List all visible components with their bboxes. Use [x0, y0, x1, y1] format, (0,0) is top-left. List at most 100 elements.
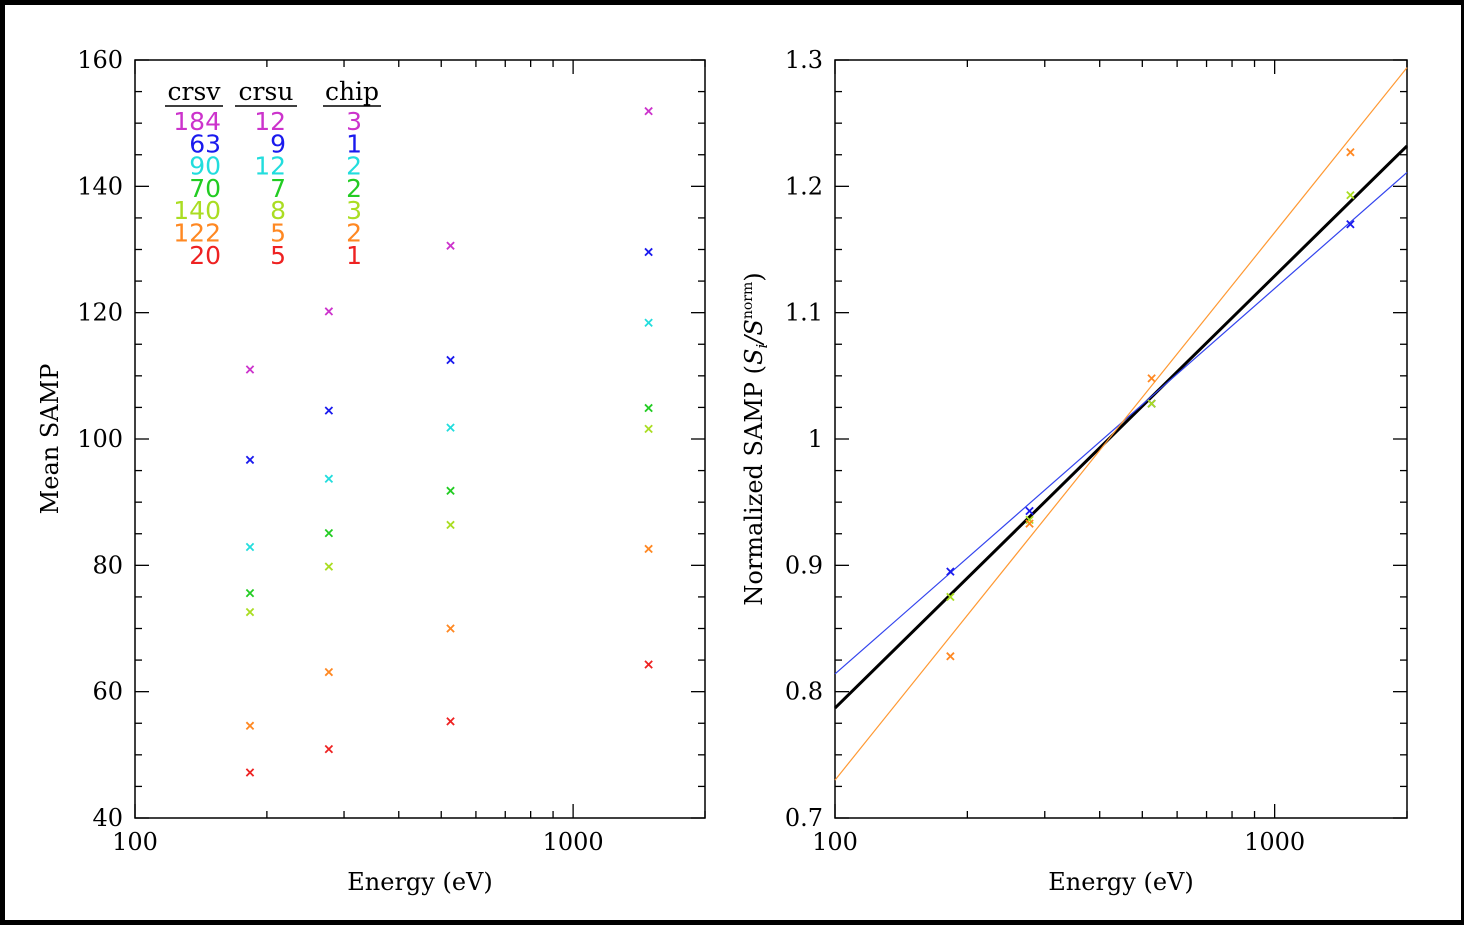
data-point-stroke [324, 667, 334, 677]
data-point-stroke [644, 424, 653, 434]
legend-cell-chip: 1 [346, 129, 362, 158]
data-point [324, 307, 334, 316]
legend-cell-crsv: 122 [173, 219, 221, 248]
legend-cell-crsv: 140 [173, 196, 221, 225]
data-point [324, 528, 334, 538]
data-point-stroke [644, 106, 653, 116]
data-point-stroke [245, 542, 255, 552]
data-point [1025, 519, 1034, 528]
data-point-stroke [446, 717, 455, 726]
data-point [946, 567, 955, 576]
data-point [946, 592, 955, 602]
y-tick-label: 0.9 [785, 551, 823, 579]
data-point-stroke [1025, 519, 1034, 528]
legend-cell-crsv: 63 [189, 129, 221, 158]
legend-cell-crsu: 5 [270, 219, 286, 248]
data-point-stroke [644, 544, 653, 554]
data-point [446, 355, 455, 365]
data-point-stroke [446, 486, 455, 496]
y-tick-label: 1 [808, 425, 823, 453]
y-axis-label-s: S [740, 349, 768, 365]
data-point [245, 588, 255, 598]
y-tick-label: 1.3 [785, 46, 823, 74]
data-point [644, 424, 653, 434]
data-point [446, 423, 455, 432]
y-tick-label: 0.8 [785, 678, 823, 706]
data-point [644, 660, 653, 669]
data-point-stroke [446, 423, 455, 432]
x-axis-label: Energy (eV) [347, 868, 492, 896]
data-point-stroke [1346, 190, 1355, 200]
data-point [324, 562, 334, 571]
legend-cell-crsu: 5 [270, 241, 286, 270]
data-point [644, 247, 653, 257]
legend-cell-chip: 2 [346, 152, 362, 181]
data-point-stroke [245, 607, 255, 617]
legend-header: chip [325, 77, 379, 106]
data-point [245, 607, 255, 617]
data-point [324, 667, 334, 677]
y-tick-label: 60 [92, 678, 123, 706]
data-point [446, 717, 455, 726]
y-tick-label: 100 [77, 425, 123, 453]
data-point-stroke [446, 624, 455, 633]
fit-line [833, 144, 1409, 710]
data-point [1147, 374, 1156, 383]
x-tick-label: 1000 [1244, 828, 1305, 856]
y-tick-label: 1.1 [785, 299, 823, 327]
y-axis-label-subscript: i [753, 344, 771, 349]
data-point-stroke [1346, 147, 1355, 157]
legend-cell-chip: 1 [346, 241, 362, 270]
data-point [644, 544, 653, 554]
y-axis-label: Normalized SAMP (Si/Snorm) [740, 272, 771, 605]
data-point-stroke [324, 307, 334, 316]
data-point-stroke [644, 318, 653, 328]
data-point [245, 455, 255, 465]
data-point [644, 318, 653, 328]
legend-cell-crsv: 20 [189, 241, 221, 270]
y-axis-label: Mean SAMP [36, 364, 64, 515]
data-point-stroke [1147, 399, 1156, 408]
data-point [644, 106, 653, 116]
data-point-stroke [245, 365, 255, 374]
data-point [245, 542, 255, 552]
data-point-stroke [245, 721, 255, 731]
y-axis-label-main: Normalized SAMP ( [740, 365, 768, 606]
data-point-stroke [245, 588, 255, 598]
data-point [446, 624, 455, 633]
legend-cell-chip: 2 [346, 219, 362, 248]
data-point [946, 652, 955, 661]
right-panel-normalized-samp: 100 1000 0.7 0.8 0.9 1 1.1 1.2 1.3 Energy (eV) Nor… [740, 46, 1409, 896]
data-point-stroke [644, 660, 653, 669]
data-point-stroke [324, 406, 334, 415]
x-tick-label: 100 [812, 828, 858, 856]
data-point [324, 406, 334, 415]
fit-line [834, 67, 1408, 781]
legend-cell-crsu: 12 [254, 152, 286, 181]
y-axis-label-close: ) [740, 272, 768, 281]
data-point [324, 474, 334, 484]
y-tick-label: 140 [77, 172, 123, 200]
legend-cell-chip: 2 [346, 174, 362, 203]
data-point [1346, 190, 1355, 200]
legend-cell-crsu: 9 [270, 129, 286, 158]
data-point [1025, 506, 1034, 516]
y-tick-label: 0.7 [785, 804, 823, 832]
data-point-stroke [446, 241, 455, 250]
data-point [446, 520, 455, 530]
legend-cell-chip: 3 [346, 196, 362, 225]
data-point-stroke [644, 403, 653, 413]
figure-canvas: 100 1000 40 60 80 100 120 140 160 Energy (eV) Mean… [5, 5, 1461, 920]
x-tick-label: 100 [112, 828, 158, 856]
data-point-stroke [446, 355, 455, 365]
y-tick-label: 120 [77, 299, 123, 327]
data-point [1147, 399, 1156, 408]
data-point [446, 486, 455, 496]
legend-cell-crsv: 90 [189, 152, 221, 181]
data-point-stroke [324, 744, 334, 754]
data-point-stroke [946, 592, 955, 602]
legend-cell-crsv: 70 [189, 174, 221, 203]
